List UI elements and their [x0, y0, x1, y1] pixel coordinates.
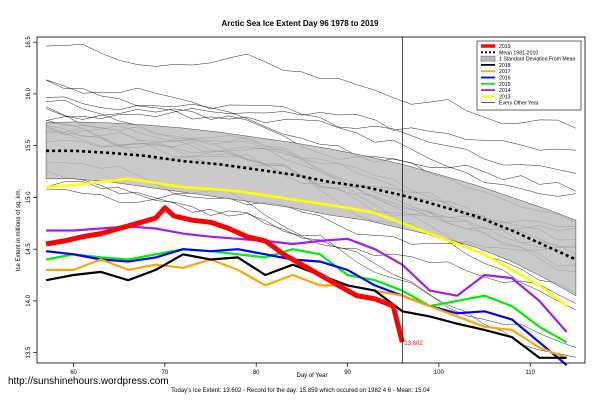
x-tick-label: 60 — [70, 370, 77, 376]
legend-label: 2018 — [499, 63, 511, 69]
std-dev-band-area — [45, 121, 577, 297]
every-other-year-line — [46, 181, 577, 304]
x-tick-label: 100 — [434, 370, 445, 376]
y-tick-label: 16.5 — [26, 36, 32, 48]
y-tick-label: 15.0 — [26, 191, 32, 203]
series-line-2013 — [46, 177, 568, 308]
every-other-year-line — [46, 96, 577, 192]
mean-line — [46, 149, 577, 261]
every-other-year-line — [46, 108, 576, 151]
every-other-year-line — [45, 79, 576, 197]
source-url: http://sunshinehours.wordpress.com — [8, 376, 169, 387]
std-dev-band — [45, 121, 577, 297]
y-tick-label: 13.5 — [26, 346, 32, 358]
marker-value-label: 13.602 — [404, 341, 423, 347]
legend-label: 2013 — [499, 94, 511, 100]
legend-label: 2016 — [499, 76, 511, 82]
legend-label: 2014 — [499, 88, 511, 94]
y-tick-label: 14.5 — [26, 243, 32, 255]
x-tick-label: 80 — [253, 370, 260, 376]
every-other-year-line — [46, 170, 576, 348]
plot-frame — [36, 36, 586, 364]
legend-label: Every Other Year — [499, 101, 539, 107]
series-line-2017 — [46, 258, 568, 359]
y-tick-label: 16.0 — [26, 87, 32, 99]
footer-note: Today's Ice Extent: 13.602 - Record for … — [171, 388, 430, 394]
y-tick-label: 14.0 — [26, 294, 32, 306]
series-group — [45, 149, 577, 366]
y-axis-label: Ice Extent in millions of sq. km. — [16, 188, 22, 271]
y-tick-label: 15.5 — [26, 139, 32, 151]
chart-title: Arctic Sea Ice Extent Day 96 1978 to 201… — [222, 19, 380, 28]
x-axis-label: Day of Year — [296, 373, 327, 379]
every-other-year-line — [46, 44, 577, 129]
series-line-2019 — [45, 205, 405, 343]
x-tick-label: 90 — [344, 370, 351, 376]
legend-label: 2015 — [499, 82, 511, 88]
legend-label: 2019 — [499, 44, 511, 50]
series-line-2016 — [45, 248, 568, 366]
axes-group: 60 70 80 90 100 110 13.5 14.0 14.5 15.0 15.5 16.0 16… — [26, 36, 586, 376]
legend-label: Mean 1981-2010 — [499, 50, 538, 56]
series-line-2015 — [45, 248, 568, 344]
x-tick-label: 70 — [162, 370, 169, 376]
every-other-year-line — [46, 79, 576, 174]
x-tick-label: 110 — [525, 370, 535, 376]
legend-swatch — [480, 55, 496, 62]
legend-label: 1 Standard Deviation From Mean — [499, 57, 576, 63]
legend-label: 2017 — [499, 69, 511, 75]
